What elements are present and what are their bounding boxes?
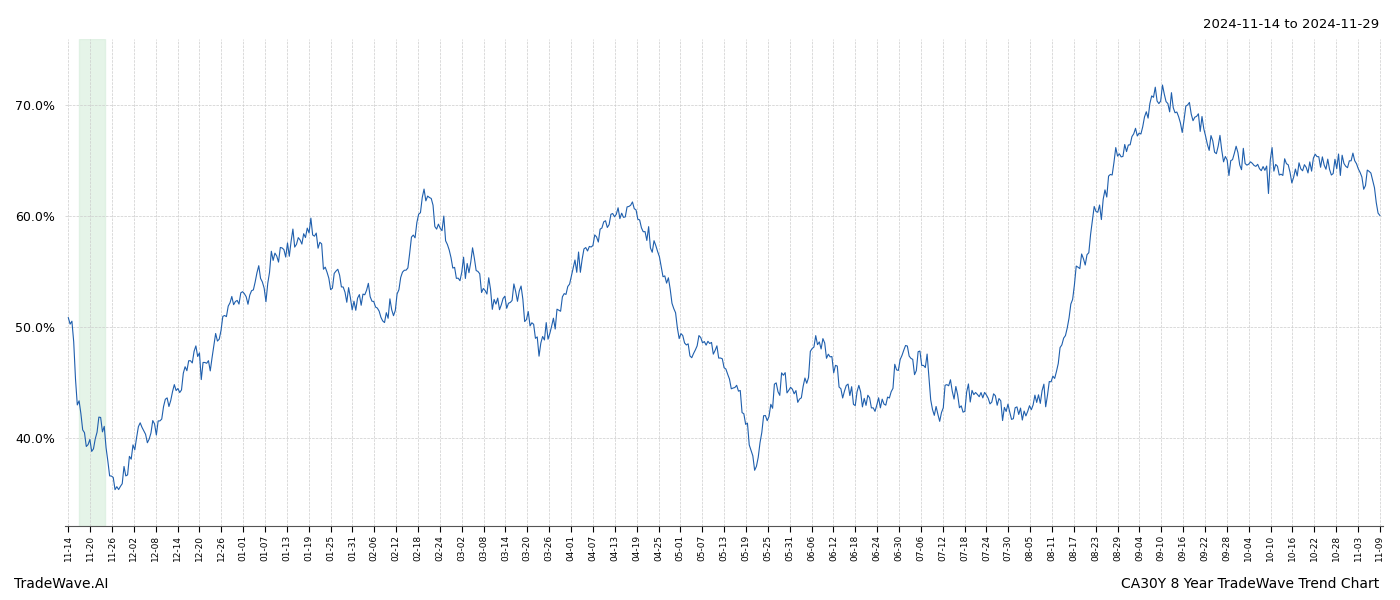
Text: CA30Y 8 Year TradeWave Trend Chart: CA30Y 8 Year TradeWave Trend Chart [1121, 577, 1379, 591]
Text: 2024-11-14 to 2024-11-29: 2024-11-14 to 2024-11-29 [1203, 18, 1379, 31]
Bar [78, 39, 105, 526]
Text: TradeWave.AI: TradeWave.AI [14, 577, 108, 591]
